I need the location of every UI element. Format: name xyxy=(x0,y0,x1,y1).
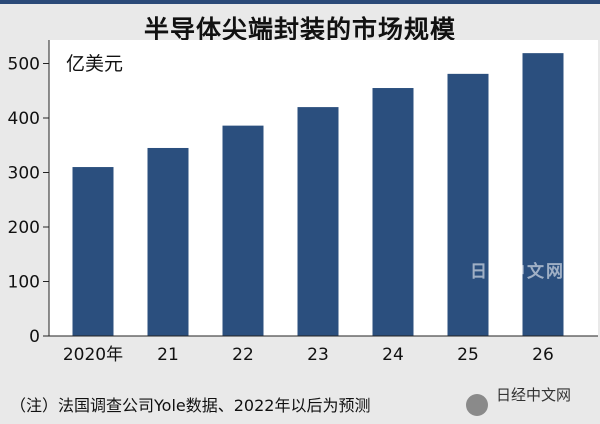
y-tick-label: 0 xyxy=(29,327,40,347)
watermark-text: 日经中文网 xyxy=(470,262,565,282)
x-tick-label: 23 xyxy=(307,345,329,365)
y-axis-unit-label: 亿美元 xyxy=(66,53,123,75)
y-tick-label: 300 xyxy=(8,164,40,184)
x-tick-label: 21 xyxy=(157,345,179,365)
bar-24 xyxy=(372,88,414,337)
y-tick-label: 400 xyxy=(8,109,40,129)
bar-22 xyxy=(222,125,264,336)
x-tick-label: 22 xyxy=(232,345,254,365)
footnote: （注）法国调查公司Yole数据、2022年以后为预测 xyxy=(10,396,371,415)
x-tick-label: 24 xyxy=(382,345,404,365)
top-rule xyxy=(0,0,600,4)
x-tick-label: 2020年 xyxy=(63,345,123,365)
x-tick-label: 26 xyxy=(532,345,554,365)
wechat-logo-icon xyxy=(466,394,488,416)
y-tick-label: 200 xyxy=(8,218,40,238)
bar-2020年 xyxy=(72,167,114,336)
y-tick-label: 500 xyxy=(8,55,40,75)
x-tick-label: 25 xyxy=(457,345,479,365)
bar-25 xyxy=(447,73,489,336)
bar-26 xyxy=(522,53,564,337)
bar-21 xyxy=(147,147,189,336)
chart-title: 半导体尖端封装的市场规模 xyxy=(143,15,456,44)
y-tick-label: 100 xyxy=(8,273,40,293)
bar-23 xyxy=(297,107,339,336)
watermark-corner-text: 日经中文网 xyxy=(496,386,572,404)
